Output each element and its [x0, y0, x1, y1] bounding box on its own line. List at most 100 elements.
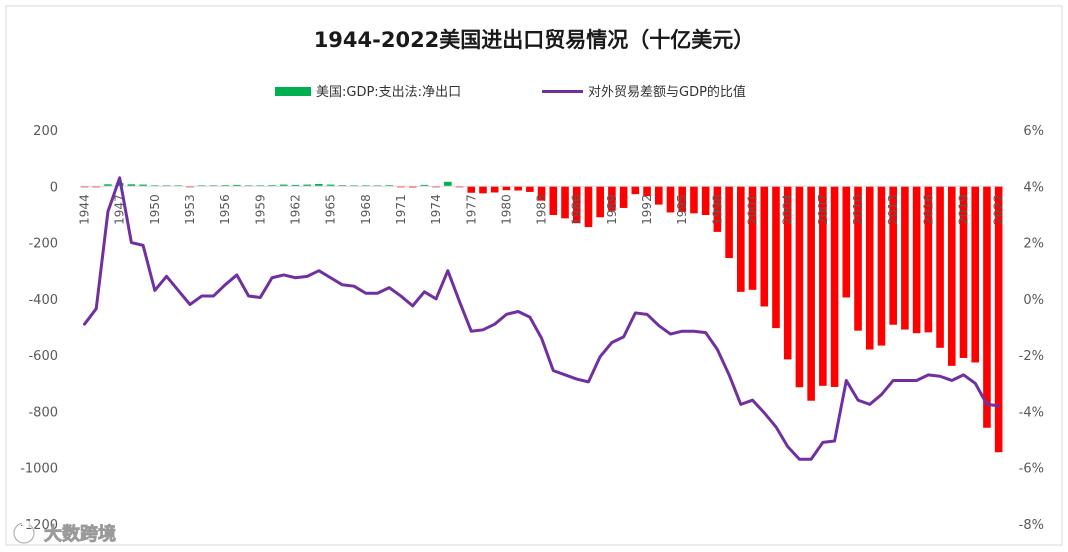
- bar-1971: [397, 186, 405, 188]
- bar-1949: [139, 184, 147, 187]
- x-tick-label-1965: 1965: [324, 194, 338, 225]
- bar-1974: [432, 186, 440, 188]
- x-tick-label-1983: 1983: [535, 194, 549, 225]
- y-right-tick-label: -4%: [1019, 405, 1044, 420]
- bar-2019: [959, 186, 968, 358]
- y-left-tick-label: 0: [50, 180, 58, 195]
- bar-2012: [877, 186, 886, 346]
- x-tick-label-1950: 1950: [148, 194, 162, 225]
- x-tick-label-1971: 1971: [394, 194, 408, 225]
- legend: 美国:GDP:支出法:净出口 对外贸易差额与GDP的比值: [275, 84, 746, 100]
- bar-1966: [338, 185, 347, 187]
- legend-label-net-exports: 美国:GDP:支出法:净出口: [316, 85, 461, 100]
- bar-1944: [80, 186, 89, 188]
- bar-1965: [326, 184, 335, 187]
- legend-entry-net-exports: 美国:GDP:支出法:净出口: [275, 85, 461, 100]
- x-tick-label-1962: 1962: [288, 194, 302, 225]
- y-left-tick-label: -200: [28, 237, 58, 252]
- bar-1963: [303, 184, 311, 187]
- bar-2018: [947, 186, 956, 366]
- bar-1988: [596, 186, 604, 218]
- bar-1962: [291, 184, 300, 187]
- bar-2006: [807, 186, 815, 401]
- bar-1995: [678, 186, 687, 212]
- x-tick-label-2001: 2001: [746, 194, 760, 225]
- bar-2008: [830, 186, 839, 387]
- bar-1976: [455, 186, 464, 188]
- bar-2016: [924, 186, 933, 333]
- bar-1999: [725, 186, 733, 259]
- x-tick-label-1986: 1986: [570, 194, 584, 225]
- bar-1980: [502, 186, 511, 191]
- y-left-tick-label: -400: [28, 293, 58, 308]
- x-tick-label-1953: 1953: [183, 194, 197, 225]
- chart-title: 1944-2022美国进出口贸易情况（十亿美元）: [314, 28, 755, 52]
- x-tick-label-1974: 1974: [429, 194, 443, 225]
- bar-1972: [408, 186, 417, 188]
- x-tick-label-2010: 2010: [851, 194, 865, 225]
- chart-border: [5, 5, 1063, 546]
- bar-1956: [221, 185, 229, 187]
- y-right-tick-label: 6%: [1023, 124, 1044, 139]
- bar-1957: [233, 184, 241, 187]
- legend-label-trade-ratio: 对外贸易差额与GDP的比值: [588, 84, 746, 100]
- x-tick-label-2016: 2016: [921, 194, 935, 225]
- bar-1985: [561, 186, 569, 219]
- x-axis-tick-labels: 1944 1947 1950 1953 1956 1959 1962 1965 1968 1971…: [78, 194, 1006, 225]
- bar-1996: [690, 186, 698, 214]
- bar-2020: [971, 186, 980, 363]
- x-tick-label-2019: 2019: [957, 194, 971, 225]
- bar-1977: [467, 186, 476, 193]
- bar-1960: [268, 185, 276, 187]
- bar-1953: [186, 186, 194, 188]
- bar-2007: [819, 186, 827, 386]
- bar-1997: [701, 186, 710, 215]
- bar-2022: [994, 186, 1003, 453]
- bar-series-net-exports: [80, 181, 1003, 453]
- bar-2010: [854, 186, 862, 331]
- watermark: 大数跨境: [12, 521, 116, 545]
- bar-1987: [584, 186, 593, 228]
- bar-1994: [666, 186, 675, 213]
- trade-ratio-line: [83, 176, 1001, 461]
- bar-1961: [279, 184, 288, 187]
- bar-2009: [842, 186, 851, 298]
- y-axis-right: 6% 4% 2% 0% -2% -4% -6% -8%: [1019, 124, 1044, 533]
- bar-1990: [619, 186, 628, 208]
- x-tick-label-1968: 1968: [359, 194, 373, 225]
- bar-1998: [713, 186, 722, 232]
- x-tick-label-1995: 1995: [675, 194, 689, 225]
- y-left-tick-label: -1000: [20, 462, 58, 477]
- bar-1983: [537, 186, 546, 201]
- x-tick-label-1956: 1956: [218, 194, 232, 225]
- bar-2014: [901, 186, 909, 330]
- legend-swatch-bar: [275, 87, 311, 96]
- bar-1979: [490, 186, 499, 193]
- watermark-text: 大数跨境: [44, 523, 116, 545]
- x-tick-label-1959: 1959: [253, 194, 267, 225]
- bar-1984: [549, 186, 558, 215]
- x-tick-label-2004: 2004: [781, 194, 795, 225]
- bar-1991: [631, 186, 640, 195]
- bar-1970: [385, 185, 394, 187]
- y-left-tick-label: -600: [28, 349, 58, 364]
- bar-2004: [783, 186, 792, 360]
- y-right-tick-label: 4%: [1023, 180, 1044, 195]
- x-tick-label-2022: 2022: [992, 194, 1006, 225]
- line-series-trade-ratio: [83, 176, 1001, 461]
- legend-entry-trade-ratio: 对外贸易差额与GDP的比值: [542, 84, 746, 100]
- bar-1978: [479, 186, 487, 194]
- bar-2021: [983, 186, 991, 428]
- bar-1993: [654, 186, 663, 205]
- bar-1975: [444, 181, 452, 187]
- bar-1973: [420, 184, 429, 187]
- x-tick-label-1977: 1977: [464, 194, 478, 225]
- y-right-tick-label: -8%: [1019, 518, 1044, 533]
- bar-2002: [760, 186, 769, 307]
- bar-2013: [889, 186, 897, 325]
- x-tick-label-1944: 1944: [78, 194, 92, 225]
- bar-2003: [772, 186, 780, 329]
- y-right-tick-label: -2%: [1019, 349, 1044, 364]
- bar-2011: [865, 186, 874, 350]
